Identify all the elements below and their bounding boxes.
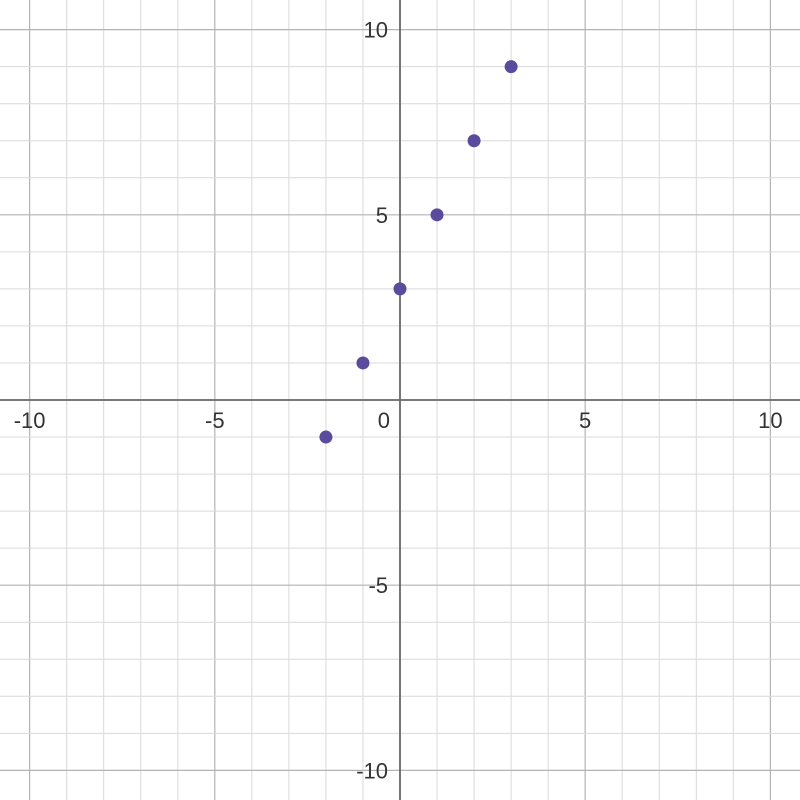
- x-axis-label: 10: [758, 408, 782, 433]
- data-point: [505, 60, 518, 73]
- y-axis-label: -5: [368, 573, 388, 598]
- data-point: [394, 282, 407, 295]
- data-point: [468, 134, 481, 147]
- data-point: [319, 431, 332, 444]
- data-point: [356, 356, 369, 369]
- scatter-chart: -10 -5 0 5 10 -10 -5 5 10: [0, 0, 800, 800]
- chart-canvas: -10 -5 0 5 10 -10 -5 5 10: [0, 0, 800, 800]
- x-axis-label: -5: [205, 408, 225, 433]
- x-axis-label: -10: [14, 408, 46, 433]
- y-axis-label: -10: [356, 758, 388, 783]
- x-axis-label: 0: [378, 408, 390, 433]
- x-axis-label: 5: [579, 408, 591, 433]
- data-point: [431, 208, 444, 221]
- y-axis-label: 5: [376, 203, 388, 228]
- y-axis-label: 10: [364, 18, 388, 43]
